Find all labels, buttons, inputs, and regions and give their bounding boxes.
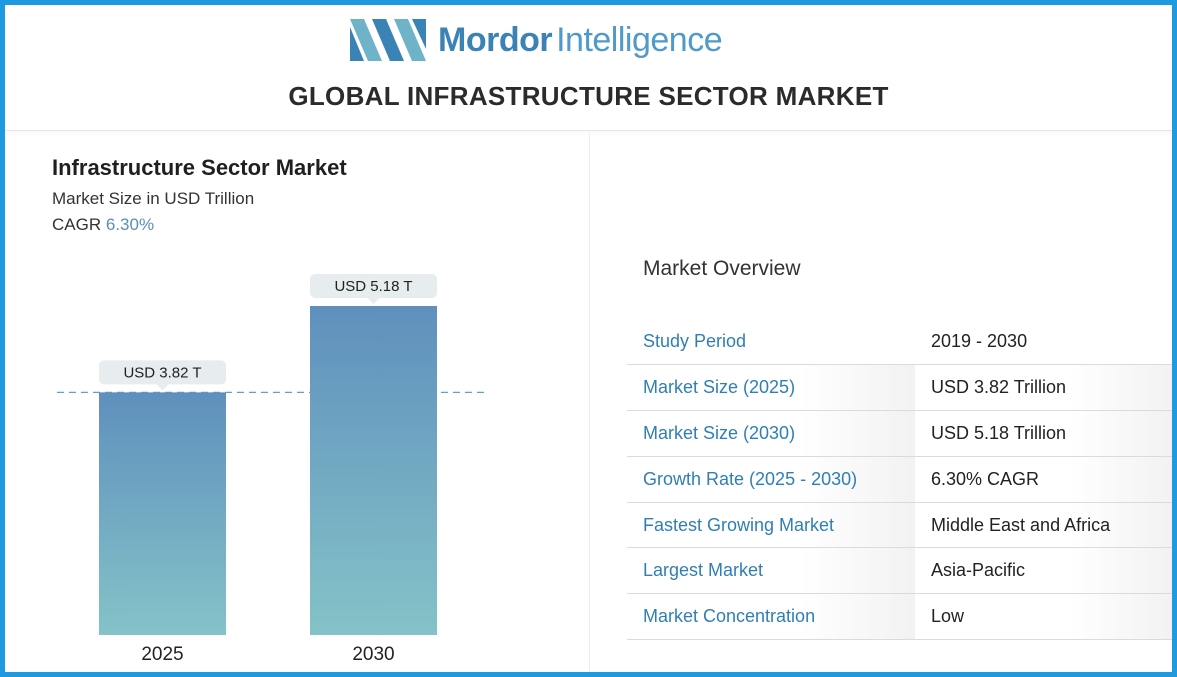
overview-table: Study Period 2019 - 2030 Market Size (2025… (627, 319, 1172, 641)
x-tick-label: 2025 (141, 644, 183, 665)
data-label-pointer (156, 384, 169, 391)
brand-name-light: Intelligence (556, 20, 723, 59)
brand-logo: Mordor Intelligence (350, 17, 723, 63)
bar-2030 (310, 306, 437, 635)
bar-2025 (99, 392, 226, 635)
panel-divider (589, 133, 590, 672)
overview-row-value: USD 5.18 Trillion (915, 410, 1172, 457)
overview-row-value: 2019 - 2030 (915, 319, 1172, 366)
overview-row: Market Size (2025) USD 3.82 Trillion (627, 364, 1172, 412)
overview-row: Fastest Growing Market Middle East and Af… (627, 502, 1172, 549)
overview-row-key: Market Concentration (627, 593, 915, 641)
overview-row: Growth Rate (2025 - 2030) 6.30% CAGR (627, 456, 1172, 503)
cagr-line: CAGR 6.30% (52, 215, 347, 235)
overview-row-key: Market Size (2030) (627, 410, 915, 457)
overview-row-key: Growth Rate (2025 - 2030) (627, 456, 915, 503)
data-label-bg (310, 274, 437, 298)
overview-row-value: Low (915, 593, 1172, 641)
overview-row: Market Concentration Low (627, 593, 1172, 641)
x-tick-label: 2030 (352, 644, 394, 665)
overview-row-key: Market Size (2025) (627, 364, 915, 412)
mordor-logo-icon (350, 19, 426, 61)
overview-row-key: Fastest Growing Market (627, 502, 915, 549)
cagr-value: 6.30% (105, 215, 155, 234)
data-label: USD 3.82 T (123, 364, 201, 381)
data-label-bg (99, 360, 226, 385)
brand-name: Mordor Intelligence (438, 20, 723, 60)
overview-row-value: Middle East and Africa (915, 502, 1172, 549)
overview-row: Market Size (2030) USD 5.18 Trillion (627, 410, 1172, 457)
chart-title: Infrastructure Sector Market (52, 155, 347, 180)
page-title: GLOBAL INFRASTRUCTURE SECTOR MARKET (288, 81, 889, 111)
overview-row: Largest Market Asia-Pacific (627, 547, 1172, 595)
overview-row-key: Largest Market (627, 547, 915, 595)
overview-row-value: 6.30% CAGR (915, 456, 1172, 503)
chart-subtitle: Market Size in USD Trillion (52, 189, 255, 208)
overview-row: Study Period 2019 - 2030 (627, 319, 1172, 366)
overview-title: Market Overview (643, 257, 801, 280)
overview-row-key: Study Period (627, 319, 915, 366)
data-label-pointer (367, 298, 380, 304)
header: Mordor Intelligence GLOBAL INFRASTRUCTURE… (5, 5, 1172, 131)
bar-chart: USD 3.82 T 2025 USD 5.18 T 2030 (57, 274, 485, 665)
chart-heading: Infrastructure Sector Market Market Size… (52, 155, 347, 235)
brand-name-bold: Mordor (438, 20, 553, 59)
overview-row-value: Asia-Pacific (915, 547, 1172, 595)
overview-row-value: USD 3.82 Trillion (915, 364, 1172, 412)
cagr-label: CAGR (52, 215, 102, 234)
data-label: USD 5.18 T (334, 278, 412, 295)
